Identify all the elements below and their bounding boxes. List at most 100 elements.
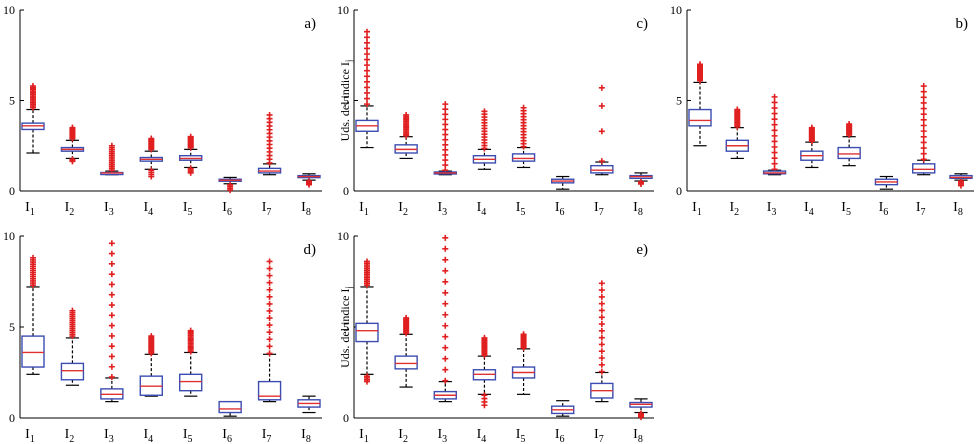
outlier-marker: [958, 182, 964, 189]
outlier-marker: [108, 322, 115, 329]
outlier-marker: [598, 300, 605, 307]
outlier-marker: [598, 361, 605, 368]
outlier-marker: [364, 378, 370, 385]
outlier-marker: [442, 116, 449, 123]
outlier-marker: [266, 350, 273, 357]
outlier-marker: [442, 157, 449, 164]
outlier-marker: [108, 291, 115, 298]
outlier-marker: [187, 144, 194, 151]
x-tick-label: I2: [398, 427, 408, 444]
outlier-marker: [266, 307, 273, 314]
outlier-marker: [442, 245, 449, 252]
box-iqr: [837, 146, 861, 160]
outlier-marker: [598, 327, 605, 334]
outlier-marker: [266, 293, 273, 300]
box-iqr: [257, 380, 282, 401]
outlier-marker: [920, 122, 927, 129]
outlier-marker: [920, 116, 927, 123]
outlier-marker: [266, 315, 273, 322]
outlier-marker: [442, 311, 449, 318]
x-tick-label: I8: [633, 200, 643, 218]
outlier-marker: [266, 336, 273, 343]
boxplot-panel-b: 0 5 10 b) I1 I2 I3 I4 I5 I6 I7 I8: [670, 3, 974, 218]
x-tick-label: I3: [767, 200, 777, 218]
outlier-marker: [108, 332, 115, 339]
outlier-marker: [442, 141, 449, 148]
box-6: [551, 400, 575, 417]
box-2: [394, 314, 418, 388]
outlier-marker: [187, 169, 194, 176]
outlier-marker: [771, 149, 778, 156]
outlier-marker: [442, 131, 449, 138]
y-tick-label: 5: [676, 94, 682, 108]
x-tick-label: I2: [398, 200, 408, 218]
outlier-marker: [598, 348, 605, 355]
outlier-marker: [442, 126, 449, 133]
box-5: [179, 133, 203, 176]
x-tick-label: I7: [916, 200, 926, 218]
box-5: [511, 104, 536, 169]
x-tick-label: I6: [222, 427, 232, 444]
box-5: [837, 121, 861, 167]
outlier-marker: [108, 260, 115, 267]
x-tick-label: I7: [262, 427, 272, 444]
outlier-marker: [734, 123, 741, 130]
box-3: [762, 93, 787, 176]
y-tick-label: 10: [337, 229, 349, 243]
outlier-marker: [920, 94, 927, 101]
outlier-marker: [442, 300, 449, 307]
x-tick-label: I7: [594, 427, 604, 444]
outlier-marker: [520, 344, 527, 351]
outlier-marker: [638, 414, 644, 421]
y-axis-label: Uds. del indice Ij: [338, 286, 354, 368]
box-4: [472, 108, 497, 170]
box-iqr: [912, 163, 936, 174]
x-tick-label: I2: [65, 200, 75, 218]
x-tick-label: I4: [477, 200, 487, 218]
outlier-marker: [771, 105, 778, 112]
outlier-marker: [108, 250, 115, 257]
outlier-marker: [69, 333, 76, 340]
outlier-marker: [364, 62, 370, 69]
x-tick-label: I5: [516, 427, 526, 444]
outlier-marker: [442, 322, 449, 329]
outlier-marker: [364, 84, 370, 91]
outlier-marker: [920, 99, 927, 106]
y-tick-label: 10: [3, 229, 15, 243]
x-tick-label: I1: [359, 200, 369, 218]
outlier-marker: [266, 286, 273, 293]
outlier-marker: [920, 105, 927, 112]
y-tick-label: 0: [9, 184, 15, 198]
outlier-marker: [266, 329, 273, 336]
box-7: [590, 280, 614, 403]
outlier-marker: [771, 93, 778, 100]
box-6: [551, 175, 575, 190]
outlier-marker: [771, 116, 778, 123]
boxplot-panel-a: 0 5 10 a) I1 I2 I3 I4 I5 I6 I7 I8: [3, 3, 322, 218]
box-1: [355, 28, 379, 149]
x-tick-label: I2: [729, 200, 739, 218]
outlier-marker: [598, 334, 605, 341]
outlier-marker: [364, 67, 370, 74]
box-8: [297, 395, 321, 414]
x-tick-label: I4: [143, 200, 153, 218]
outlier-marker: [266, 322, 273, 329]
y-tick-label: 0: [343, 184, 349, 198]
outlier-marker: [442, 121, 449, 128]
outlier-marker: [403, 132, 410, 139]
outlier-marker: [771, 127, 778, 134]
box-7: [590, 84, 614, 176]
panel-label: d): [304, 242, 317, 258]
outlier-marker: [598, 321, 605, 328]
outlier-marker: [69, 135, 76, 142]
outlier-marker: [920, 88, 927, 95]
box-iqr: [394, 355, 418, 370]
outlier-marker: [442, 256, 449, 263]
outlier-marker: [771, 99, 778, 106]
x-tick-label: I5: [516, 200, 526, 218]
box-3: [433, 234, 457, 403]
outlier-marker: [920, 128, 927, 135]
boxplot-panel-c: 0 5 10 Uds. del indice Ij c) I1 I2 I3 I4 I5 I6 I7 I8: [337, 3, 654, 218]
box-8: [629, 398, 653, 421]
panel-label: a): [304, 16, 316, 32]
